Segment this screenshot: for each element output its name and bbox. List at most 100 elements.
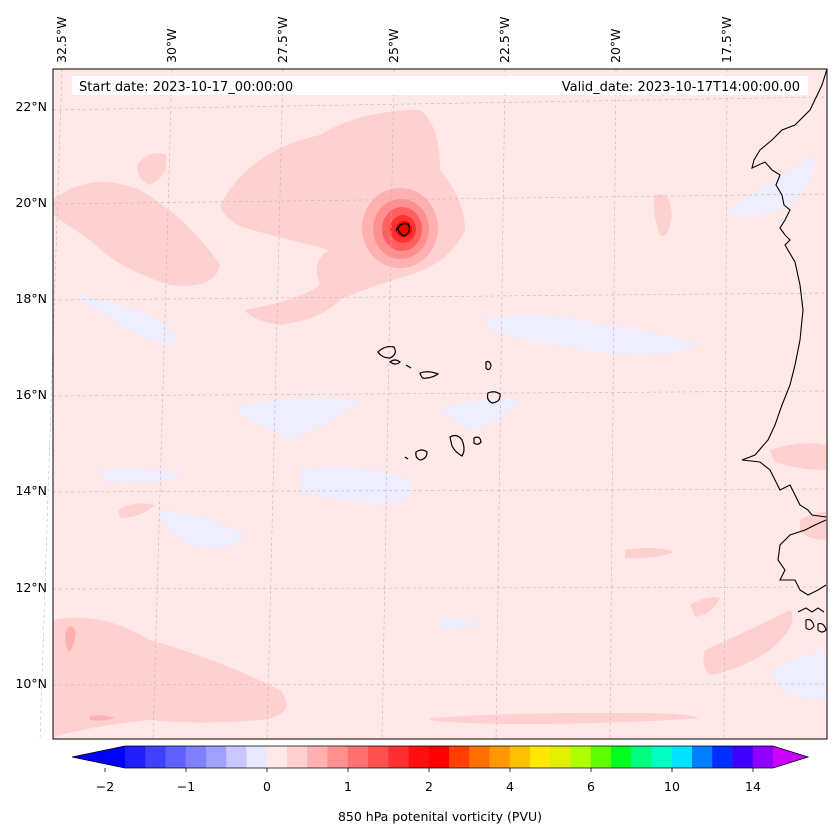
negative-pv-patch [100,468,185,483]
lon-label: 32.5°W [54,17,69,63]
lat-label: 10°N [15,676,47,691]
colorbar-cell [550,746,571,768]
negative-pv-patch [485,314,700,355]
colorbar-tick-label: 6 [587,779,595,794]
date-header-box [72,76,808,95]
coastline-bijagos [805,619,815,631]
colorbar-tick-label: 14 [745,779,761,794]
negative-pv-patch [770,650,826,700]
colorbar-min-extend [72,746,125,768]
lat-label: 18°N [15,291,47,306]
map-frame [52,68,828,740]
colorbar-cell [530,746,551,768]
colorbar-tick-labels: −2 −1 0 1 2 4 6 10 14 [96,779,761,794]
island-santiago [449,434,465,457]
cape-verde-islands [377,345,501,461]
lon-label: 30°W [164,28,179,63]
lat-label: 14°N [15,483,47,498]
colorbar-cell [570,746,592,768]
negative-pv-patch [440,398,520,430]
colorbar-cell [266,746,288,768]
colorbar-cell [752,746,774,768]
colorbar-cell [489,746,511,768]
colorbar-cell [692,746,713,768]
island-fogo [415,449,428,461]
island-maio [473,436,482,445]
colorbar-ticks [104,768,754,772]
coastline-estuary [797,607,825,613]
colorbar-cell [185,746,207,768]
island-sao-vicente [388,359,401,365]
negative-pv-patch [238,398,360,440]
colorbar-cell [226,746,247,768]
positive-pv-region [770,443,826,470]
colorbar-cell [388,746,409,768]
colorbar-cell [165,746,187,768]
negative-pv-patch [440,618,480,629]
colorbar: −2 −1 0 1 2 4 6 10 14 850 hPa potenital … [71,745,810,824]
coastline-south [777,519,827,596]
island-sal [485,360,492,371]
positive-pv-region [220,110,465,325]
colorbar-cell [449,746,470,768]
colorbar-cell [125,746,146,768]
map-background [53,69,827,739]
colorbar-cell [469,746,490,768]
positive-pv-region [53,617,287,739]
island-boa-vista [486,391,501,404]
colorbar-cell [327,746,349,768]
positive-pv-region [690,597,720,617]
negative-pv-patch [75,295,176,345]
positive-pv-region [137,152,167,185]
colorbar-cell [712,746,733,768]
colorbar-outline [71,745,810,769]
lat-label: 12°N [15,580,47,595]
colorbar-cell [732,746,754,768]
start-date-label: Start date: 2023-10-17_00:00:00 [79,80,293,95]
positive-pv-region [65,626,76,652]
colorbar-cell [651,746,673,768]
longitude-labels: 32.5°W 30°W 27.5°W 25°W 22.5°W 20°W 17.5… [54,17,734,63]
lat-label: 22°N [15,99,47,114]
colorbar-cell [368,746,389,768]
positive-pv-region [654,194,672,236]
colorbar-cell [590,746,612,768]
positive-pv-region [625,547,675,559]
colorbar-tick-label: 10 [664,779,680,794]
graticule [39,68,828,740]
colorbar-cell [428,746,450,768]
lat-label: 16°N [15,387,47,402]
vortex-contour [395,222,411,237]
african-coastline [741,68,828,633]
positive-pv-region [90,715,115,721]
colorbar-tick-label: −1 [177,779,195,794]
lon-label: 20°W [608,28,623,63]
negative-pv-patch [160,510,245,549]
map-panel: Start date: 2023-10-17_00:00:00 Valid_da… [39,68,828,740]
colorbar-cell [206,746,227,768]
island-brava [404,456,409,460]
colorbar-cell [287,746,308,768]
colorbar-cell [611,746,632,768]
positive-pv-region [53,182,220,286]
colorbar-cell [509,746,531,768]
island-sao-nicolau [419,371,440,380]
coastline-bijagos [817,623,827,633]
lon-label: 25°W [386,28,401,63]
island-santo-antao [377,345,396,359]
lon-label: 22.5°W [497,17,512,63]
colorbar-cell [671,746,693,768]
colorbar-cell [307,746,328,768]
colorbar-tick-label: 0 [263,779,271,794]
colorbar-tick-label: −2 [96,779,114,794]
colorbar-cell [347,746,369,768]
positive-pv-region [430,712,700,724]
colorbar-tick-label: 4 [506,779,514,794]
positive-pv-region [703,610,793,675]
negative-pv-patch [730,155,815,217]
colorbar-max-extend [773,746,808,768]
colorbar-cell [408,746,430,768]
positive-pv-region [118,503,155,518]
colorbar-cells [125,746,774,768]
